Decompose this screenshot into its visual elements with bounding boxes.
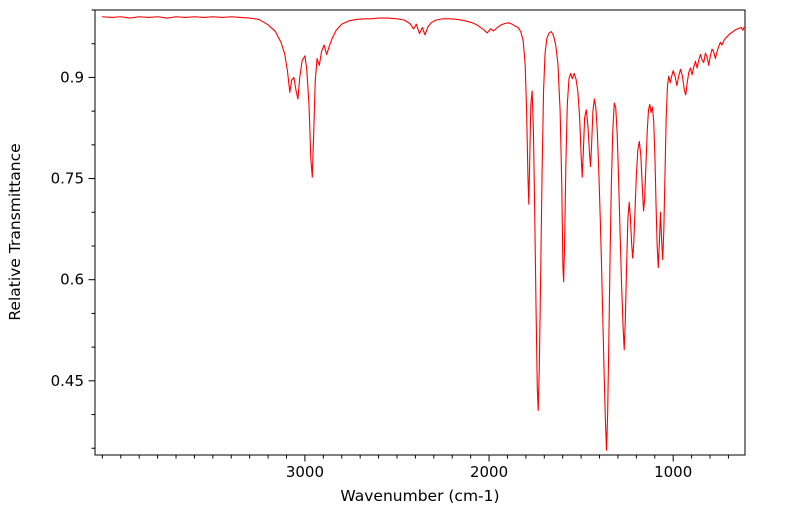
y-axis-label: Relative Transmittance bbox=[6, 143, 24, 320]
y-tick-label: 0.75 bbox=[51, 170, 84, 188]
x-tick-label: 1000 bbox=[654, 463, 692, 481]
y-tick-label: 0.45 bbox=[51, 372, 84, 390]
plot-area: 3000 2000 1000 0.45 0.6 0.75 0.9 bbox=[51, 9, 746, 481]
x-tick-label: 2000 bbox=[470, 463, 508, 481]
x-tick-label: 3000 bbox=[286, 463, 324, 481]
plot-border bbox=[94, 9, 746, 456]
y-tick-label: 0.6 bbox=[60, 271, 84, 289]
spectrum-line bbox=[101, 16, 746, 451]
x-axis-label: Wavenumber (cm-1) bbox=[340, 487, 499, 505]
y-tick-label: 0.9 bbox=[60, 68, 84, 86]
